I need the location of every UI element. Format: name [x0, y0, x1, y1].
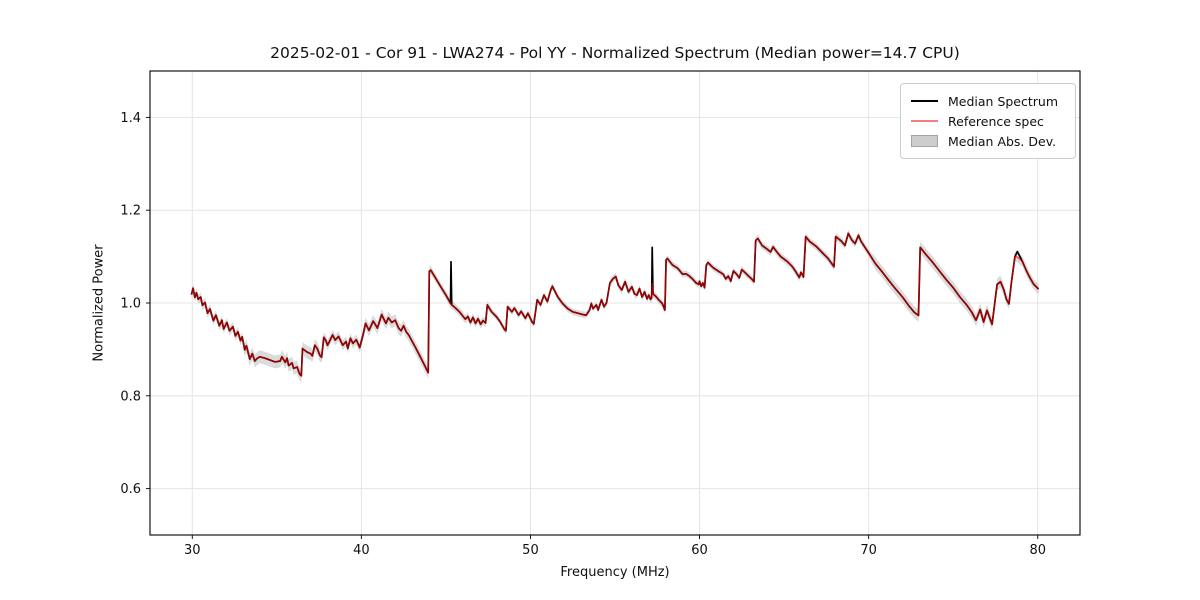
mad-band [191, 229, 1039, 383]
x-tick-label: 70 [860, 543, 877, 558]
legend-label: Median Spectrum [948, 93, 1059, 109]
legend-entry-median-spectrum: Median Spectrum [911, 91, 1065, 111]
axes-spines [149, 70, 1081, 536]
mad-band-swatch-icon [911, 135, 938, 147]
x-tick-label: 40 [353, 543, 370, 558]
legend-label: Median Abs. Dev. [948, 133, 1057, 149]
legend-label: Reference spec [948, 113, 1044, 129]
legend-entry-median-abs-dev: Median Abs. Dev. [911, 131, 1065, 151]
y-tick-label: 1.0 [120, 297, 141, 312]
median-line-swatch-icon [911, 100, 938, 102]
x-tick-label: 30 [184, 543, 201, 558]
y-tick-label: 0.8 [120, 389, 141, 404]
y-tick-label: 1.2 [120, 204, 141, 219]
x-axis-label: Frequency (MHz) [560, 565, 670, 580]
reference-spec-line [190, 232, 1040, 377]
y-tick-label: 1.4 [120, 111, 141, 126]
x-tick-label: 50 [522, 543, 539, 558]
reference-line-swatch-icon [911, 120, 938, 122]
y-tick-label: 0.6 [120, 482, 141, 497]
chart-title: 2025-02-01 - Cor 91 - LWA274 - Pol YY - … [270, 44, 960, 62]
legend-entry-reference-spec: Reference spec [911, 111, 1065, 131]
legend: Median Spectrum Reference spec Median Ab… [900, 83, 1076, 159]
x-tick-label: 60 [691, 543, 708, 558]
x-tick-label: 80 [1029, 543, 1046, 558]
